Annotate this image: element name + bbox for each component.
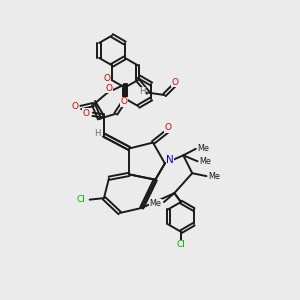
Text: Me: Me	[150, 199, 162, 208]
Text: H: H	[94, 129, 101, 138]
Text: O: O	[120, 97, 127, 106]
Text: O: O	[103, 74, 110, 83]
Text: O: O	[165, 123, 172, 132]
Text: Cl: Cl	[77, 195, 86, 204]
Text: Me: Me	[199, 158, 211, 166]
Text: H: H	[139, 87, 146, 96]
Text: O: O	[72, 102, 79, 111]
Text: Me: Me	[208, 172, 220, 181]
Text: N: N	[166, 155, 174, 165]
Text: Me: Me	[198, 144, 209, 153]
Text: O: O	[82, 109, 90, 118]
Text: Cl: Cl	[176, 240, 185, 249]
Text: H: H	[94, 129, 101, 138]
Text: O: O	[172, 78, 179, 87]
Text: O: O	[105, 84, 112, 93]
